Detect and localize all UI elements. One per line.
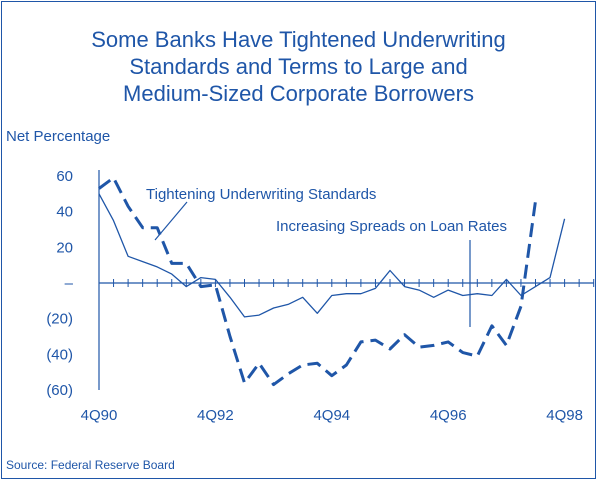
title-line-1: Some Banks Have Tightened Underwriting: [91, 27, 506, 52]
y-tick-labels: 60 40 20 – (20) (40) (60): [46, 168, 73, 399]
annotation-increasing-spreads: Increasing Spreads on Loan Rates: [276, 218, 507, 235]
annotation-tightening-standards: Tightening Underwriting Standards: [146, 186, 376, 203]
series-line-spreads: [98, 176, 537, 387]
title-line-2: Standards and Terms to Large and: [129, 54, 468, 79]
axes: [98, 170, 595, 390]
y-tick-label: 40: [56, 204, 73, 221]
series-line-standards: [98, 193, 566, 318]
y-tick-label: (60): [46, 382, 73, 399]
source-note: Source: Federal Reserve Board: [6, 458, 175, 472]
x-tick-label: 4Q94: [313, 407, 350, 424]
y-tick-label: 20: [56, 239, 73, 256]
y-tick-label: –: [65, 275, 74, 292]
y-axis-title: Net Percentage: [6, 128, 111, 145]
x-tick-label: 4Q96: [430, 407, 467, 424]
y-tick-label: (40): [46, 346, 73, 363]
chart-title: Some Banks Have Tightened Underwriting S…: [2, 26, 595, 107]
y-tick-label: (20): [46, 311, 73, 328]
annotation-layer: Tightening Underwriting Standards Increa…: [146, 186, 507, 327]
x-tick-label: 4Q98: [546, 407, 583, 424]
series-layer: [98, 176, 566, 387]
title-line-3: Medium-Sized Corporate Borrowers: [123, 81, 474, 106]
pointer-line-standards: [154, 201, 188, 241]
x-tick-label: 4Q92: [197, 407, 234, 424]
x-tick-labels: 4Q90 4Q92 4Q94 4Q96 4Q98: [81, 407, 583, 424]
y-tick-label: 60: [56, 168, 73, 185]
x-tick-label: 4Q90: [81, 407, 118, 424]
